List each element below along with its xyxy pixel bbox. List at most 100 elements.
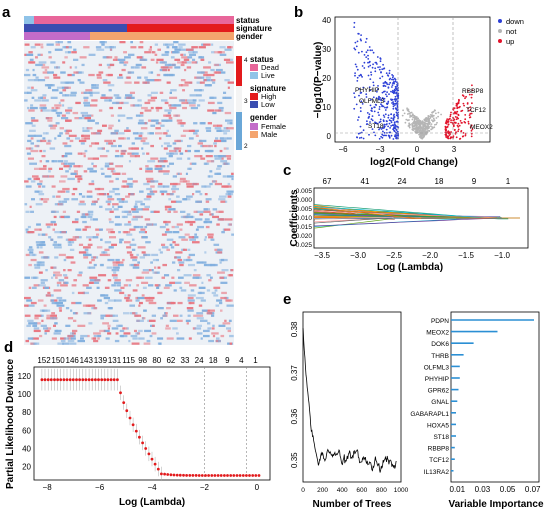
heatmap-cell — [187, 248, 191, 251]
heatmap-cell — [99, 155, 108, 158]
heatmap-cell — [88, 266, 96, 269]
volcano-point-down — [383, 123, 386, 126]
volcano-point-not — [435, 112, 437, 115]
rf-gene-label: GABARAPL1 — [410, 411, 449, 418]
heatmap-cell — [86, 195, 93, 198]
volcano-point-down — [383, 134, 386, 137]
cv-point — [226, 474, 229, 477]
heatmap-cell — [189, 301, 195, 305]
heatmap-cell — [212, 324, 215, 327]
volcano-point-not — [422, 134, 424, 137]
heatmap-body — [24, 41, 234, 345]
heatmap-cell — [73, 279, 77, 282]
heatmap-cell — [135, 63, 142, 67]
heatmap-cell — [66, 137, 70, 140]
heatmap-cell — [181, 56, 188, 59]
heatmap-cell — [177, 258, 183, 262]
heatmap-cell — [172, 231, 180, 234]
heatmap-cell — [130, 263, 137, 267]
volcano-point-down — [382, 105, 385, 108]
volcano-point-down — [394, 102, 397, 105]
heatmap-cell — [67, 269, 72, 272]
heatmap-cell — [161, 144, 163, 148]
heatmap-cell — [174, 139, 181, 143]
heatmap-cell — [138, 119, 144, 122]
volcano-point-down — [394, 124, 397, 127]
volcano-point-down — [381, 105, 383, 108]
heatmap-cell — [91, 203, 96, 206]
cv-point — [90, 378, 94, 382]
heatmap-cell — [191, 61, 197, 64]
heatmap-cell — [172, 185, 177, 188]
heatmap-cell — [126, 251, 132, 254]
heatmap-cell — [61, 155, 68, 158]
heatmap-cell — [207, 109, 214, 112]
volcano-point-down — [381, 68, 384, 71]
heatmap-cell — [192, 274, 201, 277]
heatmap-cell — [117, 76, 124, 79]
heatmap-cell — [38, 251, 44, 254]
volcano-point-up — [467, 107, 469, 110]
heatmap-cell — [88, 238, 92, 241]
heatmap-cell — [51, 106, 55, 110]
volcano-point-not — [432, 120, 434, 123]
heatmap-cell — [50, 238, 54, 241]
volcano-point-down — [380, 128, 383, 130]
volcano-point-up — [457, 128, 460, 131]
heatmap-cell — [136, 319, 144, 322]
volcano-point-up — [446, 135, 449, 138]
heatmap-cell — [168, 66, 173, 69]
rf-error-y-ticks: 0.350.360.370.38 — [290, 321, 299, 468]
heatmap-cell — [24, 53, 27, 56]
heatmap-cell — [105, 200, 112, 203]
heatmap-cell — [60, 339, 66, 343]
volcano-point-up — [458, 106, 460, 109]
volcano-point-down — [372, 84, 375, 87]
volcano-point-down — [388, 93, 390, 95]
heatmap-cell — [134, 155, 140, 158]
heatmap-cell — [30, 258, 37, 262]
heatmap-cell — [224, 48, 232, 51]
lasso-coefficient-path — [313, 210, 520, 219]
heatmap-cell — [145, 299, 154, 302]
heatmap-cell — [84, 248, 89, 251]
volcano-point-down — [389, 81, 392, 84]
heatmap-cell — [200, 319, 208, 322]
heatmap-cell — [184, 81, 193, 84]
volcano-point-up — [447, 118, 450, 121]
heatmap-cell — [80, 337, 84, 340]
volcano-point-down — [365, 56, 368, 58]
volcano-point-down — [369, 49, 372, 52]
cv-top-tick: 80 — [152, 356, 161, 365]
volcano-xtick-0: 0 — [415, 145, 420, 154]
heatmap-cell — [121, 68, 126, 72]
heatmap-scale-high — [236, 56, 242, 86]
heatmap-cell — [108, 124, 114, 127]
heatmap-cell — [75, 101, 81, 105]
heatmap-cell — [73, 48, 77, 51]
heatmap-cell — [39, 180, 43, 183]
heatmap-cell — [172, 51, 176, 54]
heatmap-cell — [110, 48, 112, 51]
heatmap-cell — [159, 61, 167, 64]
heatmap-cell — [158, 170, 164, 173]
heatmap-cell — [152, 223, 157, 226]
volcano-point-up — [457, 122, 460, 125]
volcano-point-not — [421, 137, 424, 140]
volcano-point-down — [368, 86, 371, 89]
heatmap-cell — [159, 342, 162, 345]
heatmap-cell — [88, 281, 94, 284]
rf-importance-x-tick: 0.01 — [450, 485, 466, 494]
heatmap-cell — [179, 286, 183, 289]
heatmap-cell — [220, 309, 223, 312]
volcano-point-down — [369, 64, 372, 67]
heatmap-cell — [130, 104, 135, 107]
heatmap-cell — [196, 332, 203, 335]
heatmap-cell — [55, 301, 63, 305]
heatmap-cell — [84, 149, 88, 153]
volcano-point-down — [377, 97, 380, 99]
heatmap-cell — [116, 284, 121, 287]
volcano-point-not — [430, 125, 432, 128]
volcano-point-down — [395, 133, 398, 135]
